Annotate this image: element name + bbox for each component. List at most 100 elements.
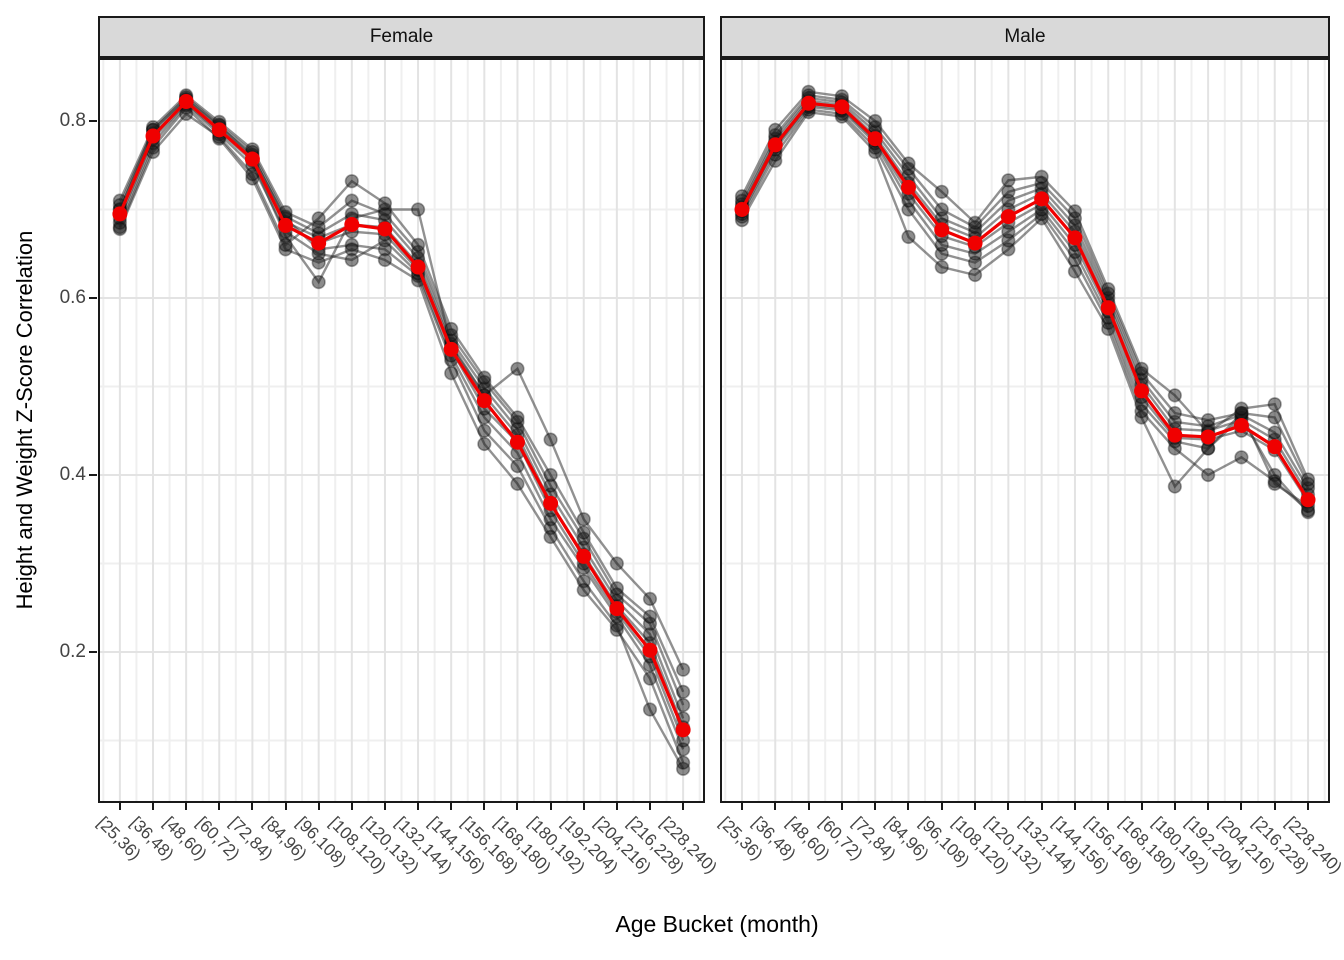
- x-tick: [1173, 803, 1176, 810]
- panel-female-plot: [100, 60, 703, 801]
- series-point: [278, 237, 293, 252]
- mean-point: [675, 722, 691, 738]
- series-point: [1167, 405, 1182, 421]
- x-tick: [907, 803, 910, 810]
- x-tick: [615, 803, 618, 810]
- mean-point: [410, 259, 426, 275]
- series-point: [1234, 401, 1249, 416]
- y-tick-label: 0.4: [59, 464, 86, 485]
- y-tick: [89, 120, 97, 122]
- x-tick: [1273, 803, 1276, 810]
- x-tick: [874, 803, 877, 810]
- x-tick: [185, 803, 188, 810]
- mean-point: [867, 131, 883, 147]
- series-point: [901, 156, 916, 171]
- series-point: [609, 622, 624, 637]
- x-tick: [317, 803, 320, 810]
- x-tick: [1040, 803, 1043, 810]
- series-point: [1167, 479, 1182, 494]
- mean-point: [1134, 383, 1150, 399]
- mean-point: [509, 434, 525, 450]
- mean-point: [967, 235, 983, 251]
- series-point: [642, 609, 658, 624]
- series-point: [311, 211, 326, 226]
- series-point: [642, 702, 658, 717]
- series-point: [1034, 169, 1049, 184]
- series-point: [510, 361, 525, 376]
- mean-point: [1167, 427, 1183, 443]
- x-tick: [383, 803, 386, 810]
- series-point: [934, 259, 949, 275]
- mean-point: [1034, 191, 1050, 207]
- series-point: [543, 432, 558, 447]
- series-point: [1300, 472, 1316, 487]
- panel-male: [720, 58, 1330, 803]
- y-tick: [89, 651, 97, 653]
- series-point: [676, 755, 691, 770]
- series-point: [1067, 204, 1083, 219]
- y-tick-label: 0.6: [59, 287, 86, 308]
- series-point: [576, 582, 591, 598]
- series-point: [377, 196, 393, 211]
- series-point: [1167, 388, 1182, 403]
- mean-point: [377, 221, 393, 237]
- x-tick: [774, 803, 777, 810]
- mean-point: [1000, 209, 1016, 225]
- facet-label-male: Male: [1004, 26, 1046, 47]
- mean-point: [211, 122, 227, 138]
- series-point: [444, 366, 459, 381]
- x-tick: [1207, 803, 1210, 810]
- mean-point: [278, 217, 294, 233]
- series-point: [112, 221, 127, 237]
- x-tick: [549, 803, 552, 810]
- series-point: [510, 410, 525, 425]
- mean-point: [1300, 492, 1316, 508]
- x-tick: [682, 803, 685, 810]
- series-point: [967, 267, 983, 283]
- series-point: [676, 684, 691, 699]
- series-point: [543, 529, 558, 545]
- mean-point: [1100, 300, 1116, 316]
- mean-point: [1067, 230, 1083, 246]
- mean-point: [1267, 439, 1283, 455]
- series-point: [1201, 413, 1216, 428]
- facet-strip-male: Male: [720, 16, 1330, 58]
- series-point: [444, 321, 459, 337]
- x-tick: [1307, 803, 1310, 810]
- series-point: [543, 467, 558, 483]
- series-point: [1234, 450, 1249, 465]
- x-tick: [218, 803, 221, 810]
- x-tick: [940, 803, 943, 810]
- mean-point: [112, 206, 128, 222]
- series-point: [934, 184, 949, 199]
- mean-point: [734, 202, 750, 217]
- mean-point: [1233, 417, 1249, 433]
- mean-point: [1200, 429, 1216, 445]
- x-tick: [840, 803, 843, 810]
- y-tick: [89, 297, 97, 299]
- facet-strip-female: Female: [98, 16, 705, 58]
- series-point: [934, 202, 949, 217]
- series-point: [676, 697, 691, 713]
- x-tick: [516, 803, 519, 810]
- series-point: [1134, 361, 1149, 376]
- panel-female: [98, 58, 705, 803]
- facet-label-female: Female: [369, 26, 434, 47]
- panel-male-plot: [722, 60, 1328, 801]
- x-tick: [740, 803, 743, 810]
- mean-point: [543, 495, 559, 511]
- series-point: [1001, 173, 1016, 188]
- x-tick: [1240, 803, 1243, 810]
- x-tick: [1007, 803, 1010, 810]
- series-point: [868, 113, 883, 129]
- x-tick: [974, 803, 977, 810]
- mean-point: [767, 137, 783, 153]
- mean-point: [576, 548, 592, 564]
- series-point: [676, 662, 691, 677]
- y-axis-title: Height and Weight Z-Score Correlation: [12, 230, 37, 610]
- x-tick: [1073, 803, 1076, 810]
- series-point: [609, 581, 624, 596]
- series-point: [1267, 476, 1282, 491]
- series-point: [311, 274, 326, 290]
